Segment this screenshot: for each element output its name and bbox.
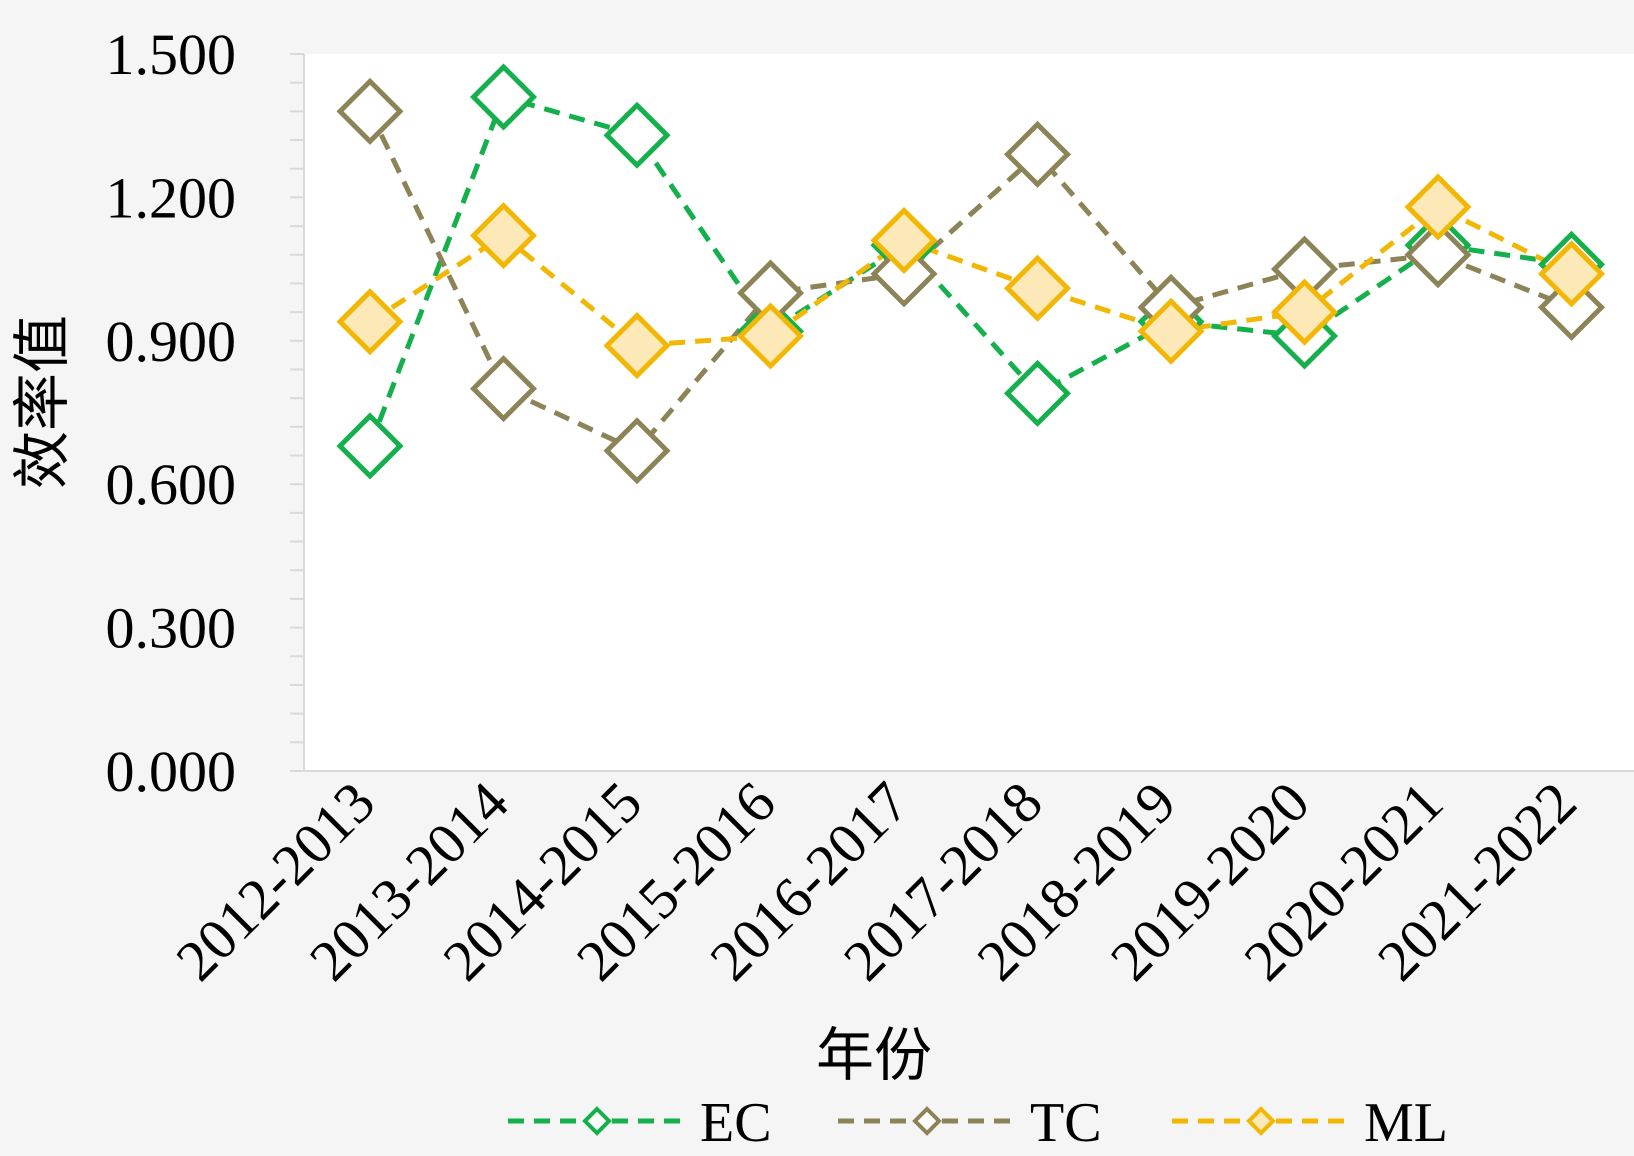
data-point-ec (336, 412, 404, 480)
y-tick-label: 0.300 (106, 596, 237, 661)
legend-label-ec: EC (700, 1092, 772, 1154)
legend-label-ml: ML (1364, 1092, 1448, 1154)
legend-label-tc: TC (1030, 1092, 1102, 1154)
data-point-ec (1003, 359, 1072, 427)
data-point-tc (336, 77, 404, 145)
x-tick-labels: 2012-20132013-20142014-20152015-20162016… (164, 769, 1589, 993)
y-tick-label: 1.500 (106, 22, 237, 87)
series-group (336, 63, 1606, 485)
legend-marker-tc (912, 1106, 942, 1136)
data-point-ml (870, 206, 938, 274)
legend: EC TC ML (508, 1092, 1448, 1154)
y-axis-title: 效率值 (8, 315, 76, 489)
plot-area (304, 54, 1634, 770)
legend-marker-ec (582, 1106, 612, 1136)
data-point-tc (1003, 120, 1072, 188)
data-point-ml (1270, 278, 1339, 346)
data-point-ml (736, 302, 805, 370)
series-line-ml (368, 204, 1573, 349)
y-minor-ticks (290, 53, 304, 772)
data-point-ml (469, 202, 538, 270)
data-point-tc (469, 355, 538, 423)
y-tick-label: 0.600 (106, 452, 237, 517)
data-point-ml (336, 288, 404, 356)
data-point-ml (603, 312, 671, 380)
y-tick-label: 0.000 (106, 739, 237, 804)
y-tick-label: 0.900 (106, 309, 237, 374)
data-point-ml (1404, 173, 1472, 241)
data-point-ml (1137, 297, 1205, 365)
data-point-tc (1404, 221, 1472, 289)
data-point-tc (603, 417, 671, 485)
data-point-ec (469, 63, 538, 131)
data-point-ec (603, 101, 671, 169)
series-line-ec (367, 93, 1572, 447)
y-tick-labels: 0.000 0.300 0.600 0.900 1.200 1.500 (106, 22, 237, 804)
data-point-ml (1003, 254, 1072, 322)
y-tick-label: 1.200 (106, 165, 237, 230)
data-point-ml (1537, 240, 1606, 308)
legend-marker-ml (1246, 1106, 1276, 1136)
x-axis-title: 年份 (816, 1021, 932, 1089)
